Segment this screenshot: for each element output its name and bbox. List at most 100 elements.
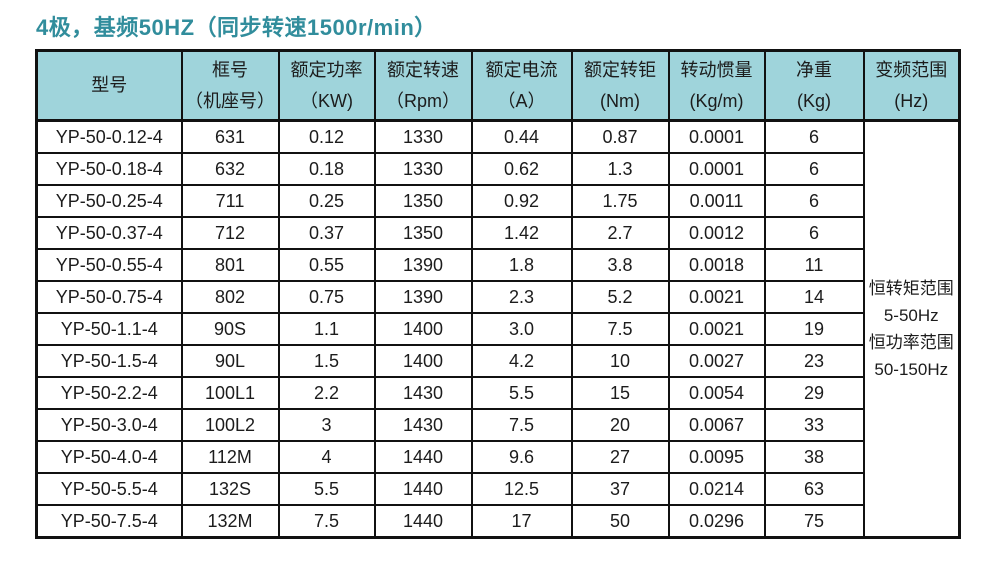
table-row: YP-50-7.5-4 132M 7.5 1440 17 50 0.0296 75 [35, 504, 960, 539]
table-row: YP-50-3.0-4 100L2 3 1430 7.5 20 0.0067 33 [35, 408, 960, 442]
frequency-range-cell: 恒转矩范围 5-50Hz 恒功率范围 50-150Hz [862, 119, 961, 539]
cell-moment-of-inertia: 0.0018 [667, 248, 766, 282]
cell-rated-torque: 50 [570, 504, 670, 539]
cell-rated-torque: 20 [570, 408, 670, 442]
cell-frame: 90S [180, 312, 280, 346]
cell-rated-current: 5.5 [470, 376, 573, 410]
cell-moment-of-inertia: 0.0214 [667, 472, 766, 506]
cell-moment-of-inertia: 0.0095 [667, 440, 766, 474]
cell-rated-speed: 1330 [373, 119, 473, 154]
cell-rated-current: 0.62 [470, 152, 573, 186]
cell-net-weight: 6 [763, 216, 865, 250]
cell-moment-of-inertia: 0.0021 [667, 312, 766, 346]
table-row: YP-50-0.37-4 712 0.37 1350 1.42 2.7 0.0012 6 [35, 216, 960, 250]
table-head: 型号 框号 （机座号） 额定功率 （KW) 额定转速 （Rpm） 额定电流 （A） 额定转钜 (Nm… [35, 49, 961, 122]
cell-rated-power: 0.37 [277, 216, 376, 250]
cell-rated-power: 3 [277, 408, 376, 442]
cell-rated-torque: 2.7 [570, 216, 670, 250]
header-line: 净重 [796, 59, 832, 80]
column-header-rated-power: 额定功率 （KW) [277, 49, 376, 122]
cell-frame: 711 [180, 184, 280, 218]
column-header-model: 型号 [35, 49, 183, 122]
header-line: （KW) [300, 90, 353, 111]
cell-frame: 112M [180, 440, 280, 474]
cell-rated-torque: 0.87 [570, 119, 670, 154]
cell-rated-power: 0.12 [277, 119, 376, 154]
table-row: YP-50-1.5-4 90L 1.5 1400 4.2 10 0.0027 23 [35, 344, 960, 378]
cell-model: YP-50-1.5-4 [35, 344, 183, 378]
cell-model: YP-50-7.5-4 [35, 504, 183, 539]
cell-moment-of-inertia: 0.0001 [667, 119, 766, 154]
cell-model: YP-50-0.37-4 [35, 216, 183, 250]
cell-rated-current: 12.5 [470, 472, 573, 506]
header-line: （A） [497, 90, 546, 111]
cell-net-weight: 33 [763, 408, 865, 442]
cell-frame: 712 [180, 216, 280, 250]
cell-frame: 90L [180, 344, 280, 378]
cell-rated-current: 0.44 [470, 119, 573, 154]
cell-model: YP-50-5.5-4 [35, 472, 183, 506]
table-row: YP-50-0.25-4 711 0.25 1350 0.92 1.75 0.0011 6 [35, 184, 960, 218]
table-body: YP-50-0.12-4 631 0.12 1330 0.44 0.87 0.0001 6 恒转… [35, 119, 961, 539]
cell-rated-torque: 3.8 [570, 248, 670, 282]
cell-rated-speed: 1430 [373, 408, 473, 442]
cell-rated-current: 3.0 [470, 312, 573, 346]
cell-rated-speed: 1390 [373, 248, 473, 282]
cell-rated-power: 5.5 [277, 472, 376, 506]
header-line: 额定转速 [387, 59, 459, 80]
cell-model: YP-50-0.25-4 [35, 184, 183, 218]
cell-model: YP-50-0.75-4 [35, 280, 183, 314]
table-row: YP-50-4.0-4 112M 4 1440 9.6 27 0.0095 38 [35, 440, 960, 474]
header-line: 额定电流 [485, 59, 558, 80]
cell-rated-current: 7.5 [470, 408, 573, 442]
cell-frame: 132S [180, 472, 280, 506]
cell-rated-speed: 1440 [373, 472, 473, 506]
header-line: 型号 [91, 75, 128, 96]
cell-rated-torque: 1.3 [570, 152, 670, 186]
cell-rated-torque: 7.5 [570, 312, 670, 346]
cell-rated-speed: 1390 [373, 280, 473, 314]
cell-rated-power: 4 [277, 440, 376, 474]
cell-frame: 632 [180, 152, 280, 186]
cell-net-weight: 23 [763, 344, 865, 378]
header-line: （机座号） [185, 90, 275, 111]
cell-net-weight: 6 [763, 184, 865, 218]
header-line: (Nm) [600, 90, 640, 111]
cell-net-weight: 63 [763, 472, 865, 506]
table-row: YP-50-0.18-4 632 0.18 1330 0.62 1.3 0.0001 6 [35, 152, 960, 186]
frequency-range-line: 恒转矩范围 [868, 278, 954, 298]
cell-rated-power: 1.5 [277, 344, 376, 378]
cell-rated-current: 1.42 [470, 216, 573, 250]
table-row: YP-50-0.55-4 801 0.55 1390 1.8 3.8 0.0018 11 [35, 248, 960, 282]
cell-rated-speed: 1430 [373, 376, 473, 410]
table-row: YP-50-1.1-4 90S 1.1 1400 3.0 7.5 0.0021 19 [35, 312, 960, 346]
cell-frame: 132M [180, 504, 280, 539]
cell-net-weight: 6 [763, 152, 865, 186]
cell-rated-torque: 15 [570, 376, 670, 410]
cell-model: YP-50-4.0-4 [35, 440, 183, 474]
cell-rated-current: 2.3 [470, 280, 573, 314]
cell-rated-torque: 5.2 [570, 280, 670, 314]
cell-rated-speed: 1400 [373, 312, 473, 346]
cell-moment-of-inertia: 0.0054 [667, 376, 766, 410]
cell-rated-torque: 10 [570, 344, 670, 378]
cell-rated-power: 2.2 [277, 376, 376, 410]
header-line: 转动惯量 [680, 59, 753, 80]
cell-rated-speed: 1400 [373, 344, 473, 378]
header-line: 额定转钜 [584, 59, 656, 80]
column-header-moment-of-inertia: 转动惯量 (Kg/m) [667, 49, 766, 122]
cell-net-weight: 38 [763, 440, 865, 474]
cell-model: YP-50-0.12-4 [35, 119, 183, 154]
header-line: 额定功率 [290, 59, 363, 80]
cell-moment-of-inertia: 0.0001 [667, 152, 766, 186]
cell-frame: 100L1 [180, 376, 280, 410]
cell-moment-of-inertia: 0.0011 [667, 184, 766, 218]
cell-rated-speed: 1350 [373, 184, 473, 218]
cell-rated-torque: 37 [570, 472, 670, 506]
column-header-rated-torque: 额定转钜 (Nm) [570, 49, 670, 122]
cell-rated-power: 0.75 [277, 280, 376, 314]
column-header-rated-current: 额定电流 （A） [470, 49, 573, 122]
column-header-net-weight: 净重 (Kg) [763, 49, 865, 122]
motor-spec-table: 型号 框号 （机座号） 额定功率 （KW) 额定转速 （Rpm） 额定电流 （A） 额定转钜 (Nm… [35, 49, 961, 539]
